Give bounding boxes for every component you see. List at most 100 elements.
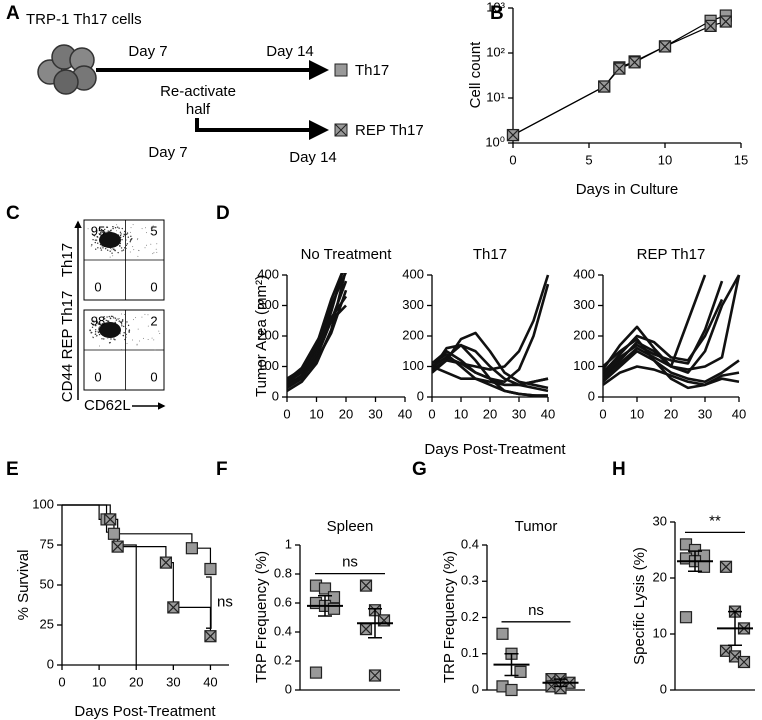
event-dot (119, 333, 121, 335)
event-dot (136, 343, 138, 345)
event-dot (124, 338, 126, 341)
event-dot (119, 245, 121, 247)
quadrant-value: 0 (94, 279, 101, 294)
event-dot (90, 332, 92, 334)
x-tick-label: 0 (599, 406, 606, 421)
y-axis-label: TRP Frequency (%) (253, 551, 270, 683)
event-dot (101, 338, 103, 340)
event-dot (133, 249, 135, 251)
day-label: Day 7 (128, 43, 167, 60)
event-dot (106, 249, 109, 251)
event-dot (156, 251, 158, 253)
tumor-curve (603, 337, 740, 390)
event-dot (122, 235, 125, 238)
event-dot (138, 249, 140, 251)
event-dot (128, 330, 130, 332)
y-tick-label: 200 (573, 327, 595, 342)
y-tick-label: 0.3 (461, 573, 479, 588)
x-tick-label: 5 (585, 152, 592, 167)
event-dot (122, 334, 125, 337)
event-dot (98, 325, 100, 327)
event-dot (109, 256, 111, 258)
event-dot (121, 227, 123, 230)
event-dot (98, 333, 101, 336)
event-dot (150, 243, 152, 245)
x-axis-label: Days in Culture (576, 181, 679, 198)
x-tick-label: 20 (483, 406, 497, 421)
panel-letter: A (6, 3, 20, 24)
error-bar (368, 608, 382, 639)
event-dot (156, 243, 158, 245)
event-dot (137, 238, 139, 240)
event-dot (102, 232, 104, 234)
x-tick-label: 20 (339, 406, 353, 421)
event-dot (129, 231, 131, 233)
marker-cross (360, 579, 372, 592)
significance-label: ns (528, 602, 544, 619)
marker-box (505, 683, 518, 697)
cell-cluster (37, 44, 97, 95)
event-dot (126, 321, 128, 323)
event-dot (132, 224, 134, 226)
event-dot (123, 233, 125, 235)
event-dot (115, 319, 118, 321)
event-dot (127, 236, 130, 238)
event-dot (106, 316, 108, 318)
x-tick-label: 20 (664, 406, 678, 421)
event-dot (110, 315, 113, 318)
tumor-curve (432, 365, 549, 387)
marker (309, 666, 323, 679)
y-tick-label: 0.1 (461, 645, 479, 660)
marker (719, 15, 732, 28)
x-tick-label: 30 (512, 406, 526, 421)
marker (111, 540, 124, 553)
marker-cross (720, 560, 732, 573)
event-dot (92, 231, 94, 233)
error-bar (553, 678, 568, 688)
event-dot (139, 340, 141, 342)
event-dot (141, 316, 143, 318)
event-dot (125, 244, 128, 247)
survival-curve (62, 504, 137, 665)
event-dot (111, 248, 113, 250)
event-dot (144, 227, 146, 229)
tumor-curve (603, 280, 724, 377)
event-dot (91, 332, 93, 334)
y-axis-label: Specific Lysis (%) (631, 547, 648, 665)
series-line (512, 20, 726, 136)
y-tick-label: 10² (486, 44, 505, 59)
event-dot (108, 342, 111, 344)
x-axis-label: Days Post-Treatment (74, 703, 216, 720)
event-dot (97, 247, 99, 249)
event-dot (97, 323, 100, 325)
error-bar (688, 550, 702, 573)
y-tick-label: 10¹ (486, 89, 505, 104)
event-dot (119, 321, 122, 323)
y-tick-label: 0.6 (274, 594, 292, 609)
y-tick-label: 0.8 (274, 565, 292, 580)
tumor-curve (432, 353, 548, 397)
event-dot (109, 250, 111, 252)
tumor-curve (603, 298, 724, 374)
event-dot (142, 337, 144, 339)
y-tick-label: 0.4 (461, 536, 479, 551)
event-dot (125, 328, 127, 330)
chart-title: Th17 (473, 246, 507, 263)
x-tick-label: 0 (509, 152, 516, 167)
marker-cross (659, 40, 671, 53)
quadrant-value: 95 (91, 223, 105, 238)
y-tick-label: 10⁰ (485, 134, 505, 149)
marker (167, 601, 180, 614)
event-dot (147, 338, 149, 340)
x-axis-label: CD62L (84, 397, 131, 414)
event-dot (118, 321, 120, 323)
event-dot (114, 339, 116, 341)
event-dot (95, 248, 97, 250)
event-dot (141, 228, 143, 230)
y-tick-label: 0 (272, 388, 279, 403)
y-tick-label: 0 (588, 388, 595, 403)
event-dot (107, 230, 109, 232)
y-tick-label: 400 (257, 266, 279, 281)
error-bar (504, 653, 519, 677)
event-dot (95, 335, 97, 337)
